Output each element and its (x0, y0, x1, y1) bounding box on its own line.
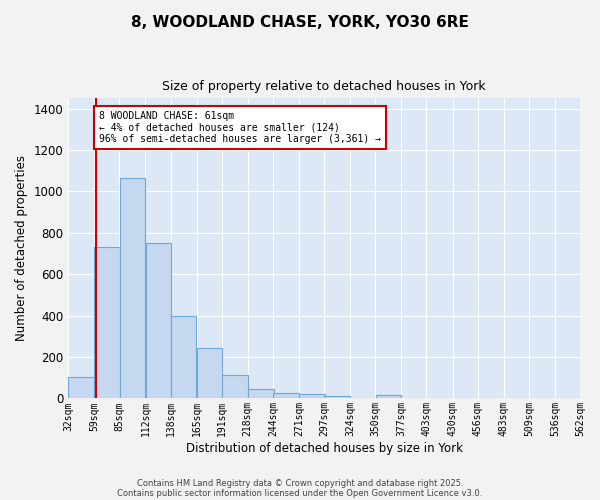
Bar (146, 243, 171, 398)
Bar (325, 396, 350, 398)
Text: 8 WOODLAND CHASE: 61sqm
← 4% of detached houses are smaller (124)
96% of semi-de: 8 WOODLAND CHASE: 61sqm ← 4% of detached… (99, 111, 381, 144)
Bar (68, 376, 94, 398)
Bar (376, 396, 401, 398)
Text: 8, WOODLAND CHASE, YORK, YO30 6RE: 8, WOODLAND CHASE, YORK, YO30 6RE (131, 15, 469, 30)
X-axis label: Distribution of detached houses by size in York: Distribution of detached houses by size … (185, 442, 463, 455)
Bar (94, 248, 120, 398)
Title: Size of property relative to detached houses in York: Size of property relative to detached ho… (162, 80, 486, 93)
Text: Contains public sector information licensed under the Open Government Licence v3: Contains public sector information licen… (118, 488, 482, 498)
Bar (222, 374, 248, 398)
Bar (197, 348, 223, 399)
Bar (299, 394, 325, 398)
Y-axis label: Number of detached properties: Number of detached properties (15, 156, 28, 342)
Bar (119, 178, 145, 398)
Text: Contains HM Land Registry data © Crown copyright and database right 2025.: Contains HM Land Registry data © Crown c… (137, 478, 463, 488)
Bar (248, 389, 274, 398)
Bar (171, 316, 196, 398)
Bar (273, 393, 299, 398)
